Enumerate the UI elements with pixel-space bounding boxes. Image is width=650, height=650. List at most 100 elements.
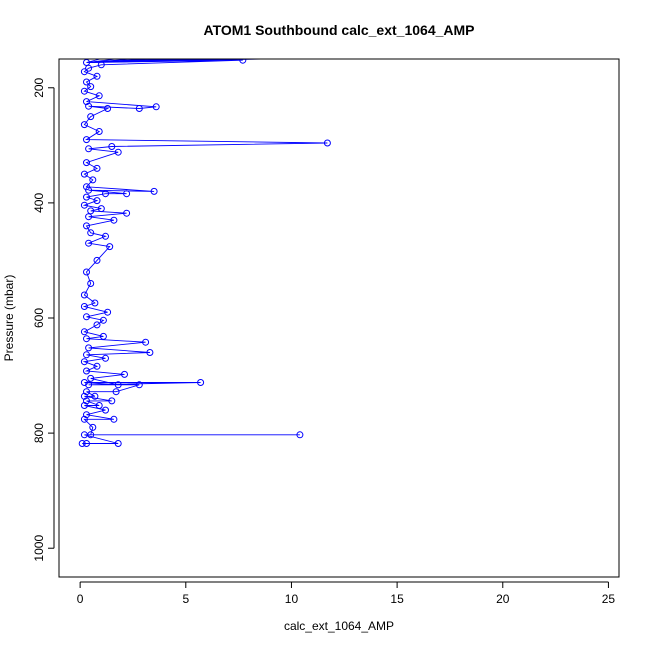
data-point bbox=[87, 83, 95, 91]
data-point bbox=[123, 209, 131, 217]
data-point bbox=[104, 308, 112, 316]
data-point bbox=[99, 332, 107, 340]
data-point bbox=[85, 145, 93, 153]
data-point bbox=[106, 243, 114, 251]
data-point bbox=[80, 379, 88, 386]
x-tick-label: 5 bbox=[182, 592, 189, 606]
data-point bbox=[83, 159, 90, 167]
data-point bbox=[83, 335, 90, 343]
data-point bbox=[108, 143, 116, 150]
series-line-segment bbox=[86, 59, 288, 63]
data-point bbox=[80, 87, 88, 95]
data-point bbox=[114, 381, 122, 389]
data-point bbox=[87, 113, 95, 121]
data-point bbox=[80, 170, 88, 178]
data-point bbox=[87, 280, 95, 287]
data-point bbox=[80, 291, 88, 299]
data-point bbox=[95, 402, 103, 409]
data-point bbox=[135, 381, 143, 389]
data-point bbox=[108, 397, 116, 405]
data-point bbox=[114, 148, 122, 156]
data-point bbox=[93, 164, 101, 172]
data-point bbox=[93, 72, 101, 80]
data-point bbox=[104, 105, 112, 112]
data-point bbox=[110, 415, 118, 423]
data-point bbox=[83, 268, 90, 276]
data-point bbox=[91, 299, 99, 307]
chart-title: ATOM1 Southbound calc_ext_1064_AMP bbox=[204, 22, 475, 38]
data-point bbox=[152, 103, 160, 111]
series-line-segment bbox=[86, 59, 102, 63]
data-point bbox=[80, 358, 88, 366]
data-point bbox=[85, 213, 93, 221]
data-point bbox=[93, 362, 101, 370]
axes: 0 5 10 15 20 25 200 400 600 800 1000 bbox=[32, 77, 615, 606]
x-tick-label: 10 bbox=[285, 592, 299, 606]
data-point bbox=[95, 128, 103, 135]
y-axis-label: Pressure (mbar) bbox=[2, 275, 16, 362]
data-point bbox=[80, 201, 88, 209]
data-point bbox=[102, 406, 109, 414]
data-point bbox=[85, 186, 93, 194]
x-tick-label: 25 bbox=[602, 592, 616, 606]
data-point bbox=[85, 381, 93, 389]
data-point bbox=[142, 338, 150, 346]
x-tick-label: 0 bbox=[77, 592, 84, 606]
data-point bbox=[121, 370, 128, 378]
data-point bbox=[83, 351, 90, 359]
data-point bbox=[93, 256, 101, 264]
data-point bbox=[85, 239, 93, 247]
data-point bbox=[80, 328, 88, 336]
data-point bbox=[110, 216, 118, 224]
data-point bbox=[83, 440, 90, 447]
data-point bbox=[83, 367, 90, 375]
data-point bbox=[112, 388, 120, 396]
data-point bbox=[83, 183, 90, 191]
data-point bbox=[80, 121, 88, 129]
data-point bbox=[83, 388, 90, 396]
data-point bbox=[296, 431, 304, 439]
data-point bbox=[239, 59, 247, 64]
x-axis-label: calc_ext_1064_AMP bbox=[284, 619, 394, 633]
data-point bbox=[87, 207, 95, 215]
data-point bbox=[135, 105, 143, 112]
data-point bbox=[83, 222, 90, 230]
data-point bbox=[323, 139, 331, 147]
data-point bbox=[99, 316, 107, 324]
data-point bbox=[83, 193, 90, 201]
data-point bbox=[87, 374, 95, 382]
data-point bbox=[83, 136, 90, 144]
plot-frame bbox=[58, 58, 620, 578]
plot-area bbox=[78, 59, 331, 447]
data-point bbox=[93, 197, 101, 205]
data-point bbox=[85, 344, 93, 352]
series-line bbox=[82, 59, 328, 444]
data-point bbox=[87, 431, 95, 439]
series-line-segment bbox=[86, 59, 120, 63]
data-point bbox=[102, 190, 109, 198]
data-point bbox=[197, 379, 205, 386]
data-point bbox=[114, 440, 122, 447]
y-tick-label: 1000 bbox=[32, 535, 46, 562]
data-point bbox=[83, 313, 90, 321]
data-point bbox=[83, 98, 90, 106]
y-tick-label: 200 bbox=[32, 77, 46, 97]
x-tick-label: 20 bbox=[496, 592, 510, 606]
data-point bbox=[83, 78, 90, 86]
series-line-segment bbox=[86, 59, 138, 63]
data-point bbox=[83, 411, 90, 419]
data-point bbox=[97, 61, 105, 69]
y-tick-label: 400 bbox=[32, 193, 46, 213]
data-point bbox=[150, 187, 158, 195]
data-point bbox=[102, 232, 109, 240]
data-point bbox=[87, 229, 95, 237]
x-tick-label: 15 bbox=[390, 592, 404, 606]
data-point bbox=[89, 176, 97, 184]
data-point bbox=[97, 205, 105, 213]
data-point bbox=[89, 423, 97, 431]
data-point bbox=[80, 303, 88, 310]
data-point bbox=[123, 190, 131, 198]
data-point bbox=[93, 321, 101, 329]
data-point bbox=[78, 440, 86, 447]
